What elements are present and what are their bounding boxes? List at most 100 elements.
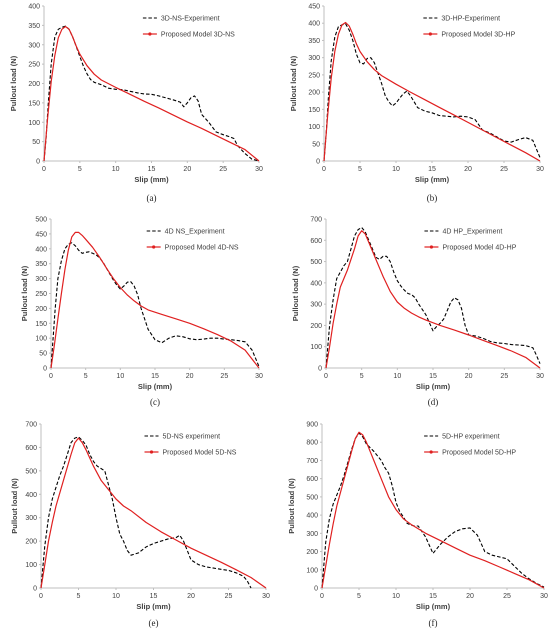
y-axis-title: Pullout load (N) [287, 478, 296, 534]
chart-panel: 0 5 10 15 20 25 300501001502002503003504004505… [20, 217, 263, 408]
y-tick-label: 400 [28, 4, 40, 11]
y-tick-label: 300 [310, 302, 322, 309]
legend-label: Proposed Model 5D-NS [163, 450, 237, 457]
x-tick-label: 0 [39, 593, 43, 600]
y-tick-label: 100 [306, 567, 318, 574]
x-tick-label: 10 [392, 593, 400, 600]
x-tick-label: 10 [112, 593, 120, 600]
legend-label: 4D NS_Experiment [165, 229, 225, 236]
x-axis-title: Slip (mm) [136, 602, 171, 611]
x-tick-label: 20 [465, 373, 473, 380]
y-tick-label: 150 [308, 107, 320, 114]
x-tick-label: 20 [183, 166, 191, 173]
y-tick-label: 500 [35, 217, 47, 224]
legend-label: 3D-NS-Experiment [161, 16, 220, 23]
y-tick-label: 150 [28, 100, 40, 107]
y-tick-label: 100 [25, 562, 37, 569]
y-tick-label: 450 [35, 231, 47, 238]
y-tick-label: 300 [25, 515, 37, 522]
y-tick-label: 700 [310, 217, 322, 224]
y-tick-label: 50 [39, 351, 47, 358]
y-tick-label: 350 [28, 23, 40, 30]
x-tick-label: 15 [150, 593, 158, 600]
x-axis-title: Slip (mm) [138, 382, 173, 391]
y-tick-label: 400 [35, 246, 47, 253]
panel-caption: (b) [427, 193, 438, 203]
panel-caption: (c) [150, 397, 160, 407]
x-tick-label: 10 [116, 373, 124, 380]
y-tick-label: 250 [28, 62, 40, 69]
y-tick-label: 300 [308, 55, 320, 62]
x-tick-label: 20 [186, 373, 194, 380]
y-tick-label: 350 [308, 38, 320, 45]
legend-marker [429, 245, 434, 249]
y-tick-label: 200 [310, 323, 322, 330]
y-tick-label: 100 [308, 124, 320, 131]
x-tick-label: 10 [392, 166, 400, 173]
y-axis-title: Pullout load (N) [291, 265, 300, 321]
y-tick-label: 250 [35, 291, 47, 298]
y-tick-label: 0 [43, 366, 47, 373]
x-tick-label: 0 [320, 593, 324, 600]
x-tick-label: 0 [322, 166, 326, 173]
x-tick-label: 25 [503, 593, 511, 600]
model-series-line [321, 431, 545, 589]
legend-marker [149, 450, 154, 454]
x-tick-label: 25 [225, 593, 233, 600]
y-axis-title: Pullout load (N) [10, 478, 19, 534]
x-tick-label: 15 [148, 166, 156, 173]
y-tick-label: 0 [36, 159, 40, 166]
x-tick-label: 10 [393, 373, 401, 380]
x-axis-title: Slip (mm) [134, 175, 169, 184]
y-tick-label: 200 [25, 539, 37, 546]
legend-marker [429, 450, 433, 454]
x-tick-label: 5 [77, 593, 81, 600]
x-tick-label: 15 [151, 373, 159, 380]
x-tick-label: 10 [112, 166, 120, 173]
legend-marker [152, 245, 156, 249]
y-tick-label: 100 [28, 120, 40, 127]
y-tick-label: 500 [25, 468, 37, 475]
legend-label: Proposed Model 4D-HP [442, 245, 516, 252]
chart-panel: 0 5 10 15 20 25 300100200300400500600700800900… [287, 422, 548, 629]
x-tick-label: 25 [500, 166, 508, 173]
y-tick-label: 500 [310, 259, 322, 266]
y-tick-label: 600 [306, 476, 318, 483]
x-tick-label: 30 [536, 373, 544, 380]
y-tick-label: 150 [35, 321, 47, 328]
x-tick-label: 30 [540, 593, 548, 600]
y-axis-title: Pullout load (N) [289, 55, 298, 111]
y-axis-title: Pullout load (N) [9, 55, 18, 111]
x-tick-label: 5 [360, 373, 364, 380]
y-tick-label: 500 [306, 494, 318, 501]
x-tick-label: 5 [357, 593, 361, 600]
y-tick-label: 300 [28, 42, 40, 49]
x-tick-label: 5 [78, 166, 82, 173]
model-series-line [50, 231, 260, 369]
legend-label: 5D-NS experiment [163, 434, 221, 441]
x-axis-title: Slip (mm) [416, 382, 451, 391]
y-tick-label: 0 [318, 366, 322, 373]
y-tick-label: 300 [35, 276, 47, 283]
chart-panel: 0 5 10 15 20 25 30050100150200250300350400450S… [289, 4, 544, 204]
y-tick-label: 200 [35, 306, 47, 313]
y-tick-label: 0 [316, 159, 320, 166]
legend-label: Proposed Model 3D-HP [441, 32, 515, 39]
y-tick-label: 50 [312, 141, 320, 148]
experiment-series-line [323, 23, 541, 162]
panel-caption: (a) [147, 193, 157, 203]
x-tick-label: 0 [324, 373, 328, 380]
y-tick-label: 0 [314, 586, 318, 593]
panel-caption: (f) [429, 618, 438, 628]
x-tick-label: 25 [219, 166, 227, 173]
x-tick-label: 25 [220, 373, 228, 380]
y-tick-label: 600 [310, 238, 322, 245]
y-tick-label: 900 [306, 422, 318, 429]
x-axis-title: Slip (mm) [416, 602, 451, 611]
legend-label: 5D-HP experiment [442, 434, 500, 441]
y-tick-label: 200 [306, 549, 318, 556]
y-tick-label: 400 [25, 492, 37, 499]
y-tick-label: 400 [308, 21, 320, 28]
